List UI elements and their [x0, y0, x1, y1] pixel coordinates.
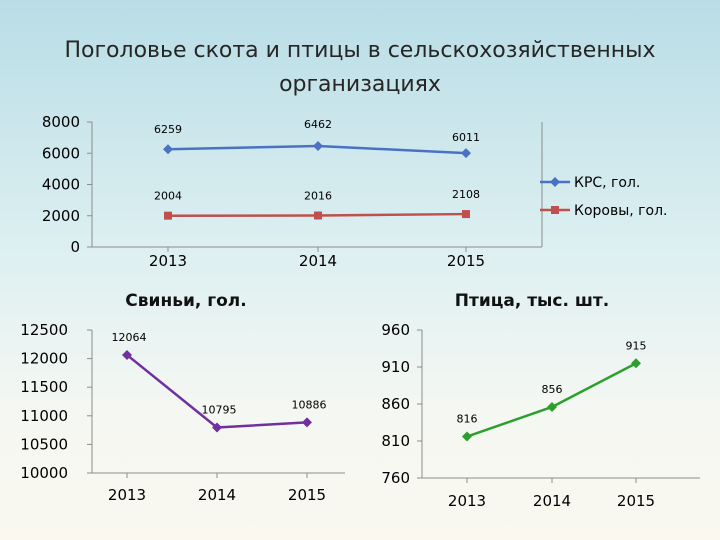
y-tick-label: 8000: [42, 113, 80, 131]
y-tick-label: 910: [381, 358, 410, 376]
y-tick-label: 12500: [20, 321, 68, 339]
x-tick-label: 2014: [198, 486, 236, 504]
data-point: [164, 211, 172, 220]
legend-label: Коровы, гол.: [574, 203, 667, 219]
data-point: [122, 349, 132, 360]
data-label: 6011: [452, 131, 480, 144]
legend-label: КРС, гол.: [574, 175, 640, 191]
series-line: [466, 362, 637, 438]
y-tick-label: 960: [381, 321, 410, 339]
x-tick-label: 2014: [299, 252, 337, 270]
data-point: [163, 144, 173, 155]
data-point: [631, 358, 641, 369]
y-tick-label: 6000: [42, 144, 80, 162]
x-tick-label: 2013: [149, 252, 187, 270]
data-label: 10886: [292, 398, 327, 411]
data-label: 12064: [112, 331, 147, 344]
y-tick-label: 10000: [20, 464, 68, 482]
x-tick-label: 2013: [448, 492, 486, 510]
x-tick-label: 2014: [533, 492, 571, 510]
data-label: 2004: [154, 190, 182, 203]
data-label: 915: [626, 339, 647, 352]
chart-title: Свиньи, гол.: [125, 291, 246, 311]
y-tick-label: 11500: [20, 378, 68, 396]
chart-title: Птица, тыс. шт.: [455, 291, 610, 311]
x-tick-label: 2013: [108, 486, 146, 504]
data-label: 6259: [154, 123, 182, 136]
data-point: [547, 401, 557, 412]
y-tick-label: 860: [381, 395, 410, 413]
x-tick-label: 2015: [288, 486, 326, 504]
y-tick-label: 0: [70, 238, 80, 256]
y-tick-label: 760: [381, 469, 410, 487]
y-tick-label: 2000: [42, 207, 80, 225]
legend-marker: [551, 206, 559, 214]
x-tick-label: 2015: [447, 252, 485, 270]
data-point: [462, 210, 470, 219]
data-label: 856: [542, 383, 563, 396]
data-label: 2108: [452, 188, 480, 201]
legend-marker: [550, 177, 560, 187]
page-title: Поголовье скота и птицы в сельскохозяйст…: [0, 34, 720, 102]
data-point: [313, 141, 323, 152]
data-point: [302, 417, 312, 428]
data-point: [314, 211, 322, 220]
y-tick-label: 12000: [20, 350, 68, 368]
data-label: 816: [457, 413, 478, 426]
data-point: [462, 431, 472, 442]
y-tick-label: 11000: [20, 407, 68, 425]
data-point: [461, 148, 471, 159]
data-label: 10795: [202, 404, 237, 417]
page-title-line-2: организациях: [279, 72, 441, 97]
data-label: 2016: [304, 190, 332, 203]
x-tick-label: 2015: [617, 492, 655, 510]
y-tick-label: 4000: [42, 176, 80, 194]
data-point: [212, 422, 222, 433]
page-title-line-1: Поголовье скота и птицы в сельскохозяйст…: [64, 38, 656, 63]
y-tick-label: 10500: [20, 435, 68, 453]
y-tick-label: 810: [381, 432, 410, 450]
data-label: 6462: [304, 118, 332, 131]
